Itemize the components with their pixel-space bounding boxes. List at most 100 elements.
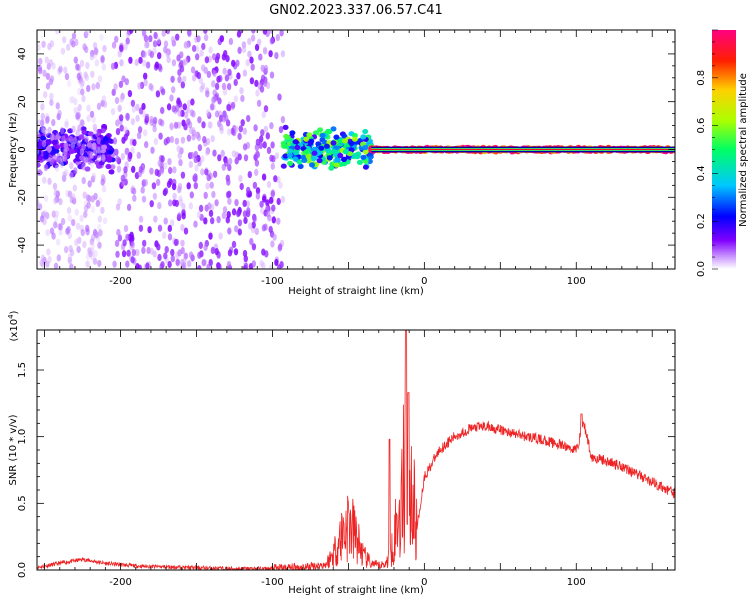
- spectrogram-cell: [166, 103, 172, 111]
- spectrogram-cell: [205, 109, 211, 117]
- spectrogram-cell: [206, 174, 211, 182]
- spectrogram-cell: [38, 67, 43, 75]
- spectrogram-cell: [102, 45, 107, 53]
- spectrogram-cell: [214, 110, 220, 118]
- spectrogram-cell: [262, 141, 267, 149]
- spectrogram-cell: [342, 138, 348, 144]
- spectrogram-cell: [40, 103, 45, 111]
- spectrogram-cell: [172, 192, 177, 200]
- spectrogram-cell: [287, 148, 294, 154]
- spectrogram-cell: [237, 132, 242, 140]
- spectrogram-cell: [167, 233, 173, 241]
- spectrogram-cell: [269, 122, 274, 130]
- spectrogram-cell: [219, 35, 225, 43]
- spectrogram-cell: [204, 148, 210, 157]
- spectrogram-cell: [220, 149, 225, 157]
- spectrogram-cell: [246, 186, 251, 194]
- spectrogram-cell: [168, 199, 173, 207]
- spectrogram-cell: [102, 100, 108, 108]
- spectrogram-cell: [170, 255, 175, 263]
- spectrogram-cell: [170, 75, 175, 83]
- spectrogram-cell: [96, 155, 102, 163]
- spectrogram-cell: [84, 74, 89, 82]
- spectrogram-cell: [362, 144, 369, 151]
- spectrogram-cell: [222, 206, 228, 214]
- spectrogram-cell: [140, 186, 145, 194]
- spectrogram-cell: [177, 249, 182, 257]
- spectrogram-cell: [47, 43, 52, 51]
- spectrogram-cell: [42, 210, 47, 218]
- colorbar-tick-label: 0.6: [696, 118, 707, 134]
- spectrogram-cell: [209, 103, 215, 111]
- spectrogram-cell: [317, 127, 324, 133]
- spectrogram-cell: [237, 153, 242, 161]
- spectrogram-cell: [117, 104, 122, 112]
- spectrogram-cell: [251, 30, 256, 34]
- spectrogram-cell: [207, 121, 212, 129]
- spectrogram-cell: [92, 142, 97, 150]
- spectrogram-cell: [118, 80, 124, 88]
- spectrogram-cell: [96, 102, 102, 110]
- spectrogram-cell: [61, 135, 66, 143]
- spectrogram-cell: [214, 199, 219, 207]
- spectrogram-x-label: Height of straight line (km): [288, 286, 424, 297]
- spectrogram-cell: [242, 143, 248, 151]
- spectrogram-cell: [141, 246, 146, 254]
- spectrogram-cell: [189, 151, 195, 159]
- spectrogram-cell: [193, 175, 198, 183]
- spectrogram-cell: [86, 104, 91, 112]
- spectrogram-cell: [81, 143, 86, 151]
- spectrogram-cell: [341, 156, 347, 163]
- spectrogram-cell: [43, 164, 49, 172]
- spectrogram-cell: [42, 218, 47, 226]
- spectrogram-cell: [42, 127, 47, 135]
- spectrogram-cell: [237, 46, 242, 55]
- spectrogram-cell: [40, 135, 47, 141]
- spectrogram-cell: [176, 97, 181, 105]
- spectrogram-cell: [77, 104, 82, 112]
- spectrogram-cells: [37, 30, 675, 269]
- spectrogram-cell: [261, 248, 266, 256]
- spectrogram-cell: [315, 141, 322, 147]
- spectrogram-cell: [259, 85, 265, 93]
- spectrogram-cell: [188, 251, 194, 259]
- spectrogram-cell: [107, 149, 114, 155]
- spectrogram-cell: [89, 53, 95, 61]
- spectrogram-cell: [196, 134, 202, 142]
- spectrogram-cell: [137, 82, 142, 90]
- spectrogram-cell: [69, 171, 74, 179]
- spectrogram-cell: [183, 227, 189, 235]
- spectrogram-cell: [63, 246, 69, 254]
- spectrogram-cell: [67, 190, 73, 198]
- spectrogram-cell: [180, 136, 186, 144]
- y-tick-label: 20: [17, 95, 28, 108]
- spectrogram-cell: [271, 155, 276, 163]
- spectrogram-cell: [274, 52, 279, 60]
- spectrogram-cell: [311, 150, 318, 156]
- spectrogram-cell: [268, 225, 273, 234]
- spectrogram-cell: [80, 229, 86, 237]
- spectrogram-cell: [58, 198, 63, 206]
- spectrogram-cell: [227, 197, 232, 205]
- spectrogram-cell: [200, 168, 205, 176]
- spectrogram-cell: [94, 59, 100, 67]
- spectrogram-cell: [97, 259, 102, 268]
- spectrogram-cell: [262, 195, 267, 203]
- spectrogram-cell: [81, 177, 86, 185]
- spectrogram-cell: [235, 59, 240, 67]
- spectrogram-cell: [242, 199, 247, 207]
- spectrogram-cell: [167, 260, 172, 269]
- spectrogram-cell: [160, 106, 165, 115]
- spectrogram-cell: [180, 224, 185, 232]
- spectrogram-cell: [83, 31, 89, 39]
- spectrogram-cell: [73, 56, 79, 64]
- spectrogram-cell: [38, 57, 43, 65]
- snr-series-line: [37, 330, 675, 570]
- spectrogram-cell: [330, 126, 337, 132]
- spectrogram-cell: [159, 167, 164, 175]
- spectrogram-cell: [194, 164, 199, 172]
- y-tick-label: 0.0: [17, 562, 28, 578]
- spectrogram-cell: [273, 175, 278, 183]
- spectrogram-cell: [71, 193, 76, 201]
- spectrogram-cell: [130, 256, 135, 264]
